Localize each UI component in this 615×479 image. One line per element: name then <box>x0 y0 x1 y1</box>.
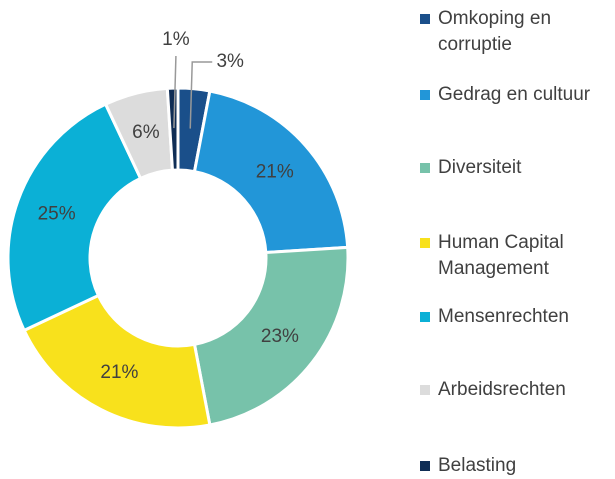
data-label: 21% <box>256 162 294 183</box>
data-label: 3% <box>216 51 244 72</box>
donut-slice <box>6 102 143 333</box>
legend-label: Human Capital Management <box>438 232 564 279</box>
legend-item: Diversiteit <box>420 155 615 181</box>
legend-swatch <box>420 238 430 248</box>
legend-swatch <box>420 14 430 24</box>
legend-swatch <box>420 90 430 100</box>
data-label: 23% <box>261 326 299 347</box>
legend-item: Arbeidsrechten <box>420 377 615 403</box>
legend-item: Mensenrechten <box>420 304 615 330</box>
leader-line <box>173 55 177 129</box>
legend-swatch <box>420 163 430 173</box>
donut: 3% 21% 23% 21% 25% 6% 1% <box>6 29 350 430</box>
data-label: 21% <box>100 362 138 383</box>
data-label: 1% <box>162 29 190 50</box>
legend-label: Omkoping en corruptie <box>438 8 552 55</box>
legend-swatch <box>420 385 430 395</box>
data-label: 6% <box>132 122 160 143</box>
leader-line <box>189 61 213 129</box>
legend-label: Belasting <box>438 455 517 476</box>
legend-item: Gedrag en cultuur <box>420 82 615 108</box>
legend-label: Mensenrechten <box>438 306 569 327</box>
legend-item: Omkoping en corruptie <box>420 6 615 58</box>
donut-slice <box>22 293 212 430</box>
legend-swatch <box>420 461 430 471</box>
donut-slice <box>192 245 350 427</box>
legend-label: Diversiteit <box>438 157 522 178</box>
legend-label: Arbeidsrechten <box>438 379 566 400</box>
donut-slice <box>192 89 350 255</box>
donut-slice <box>165 86 180 172</box>
legend-label: Gedrag en cultuur <box>438 84 591 105</box>
legend-item: Human Capital Management <box>420 230 615 282</box>
legend-item: Belasting <box>420 453 615 479</box>
data-label: 25% <box>38 203 76 224</box>
legend-swatch <box>420 312 430 322</box>
